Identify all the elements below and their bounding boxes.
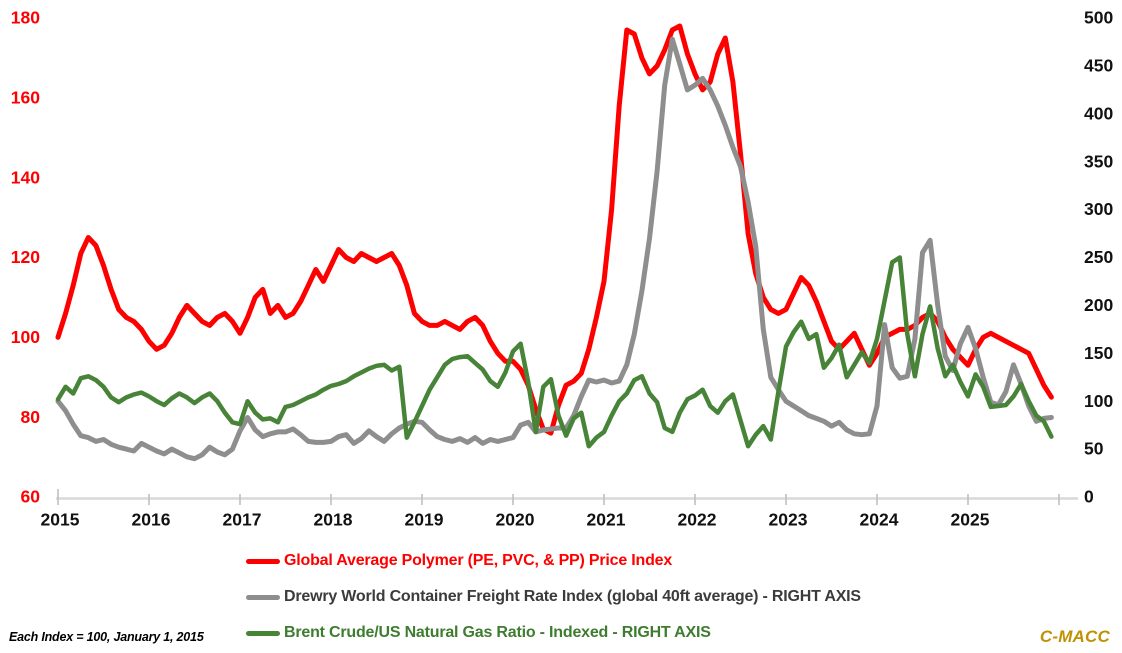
left-axis-tick-label: 180: [11, 8, 40, 28]
legend-label-brent-natgas-ratio: Brent Crude/US Natural Gas Ratio - Index…: [284, 624, 711, 641]
x-axis-tick-label: 2015: [41, 510, 80, 530]
chart-legend: Global Average Polymer (PE, PVC, & PP) P…: [246, 550, 861, 644]
right-axis-tick-label: 50: [1084, 439, 1104, 459]
right-axis-tick-label: 0: [1084, 487, 1094, 507]
left-axis-tick-label: 60: [21, 487, 41, 507]
right-axis-tick-label: 250: [1084, 247, 1113, 267]
right-axis-tick-label: 500: [1084, 8, 1113, 28]
left-axis-tick-label: 100: [11, 327, 40, 347]
right-axis-tick-label: 200: [1084, 295, 1113, 315]
x-axis-tick-label: 2021: [587, 510, 626, 530]
x-axis-tick-label: 2018: [314, 510, 353, 530]
legend-item-polymer-price-index: Global Average Polymer (PE, PVC, & PP) P…: [246, 550, 861, 572]
legend-item-drewry-freight-index: Drewry World Container Freight Rate Inde…: [246, 586, 861, 608]
x-axis-tick-label: 2022: [678, 510, 717, 530]
x-axis-tick-label: 2016: [132, 510, 171, 530]
x-axis-tick-label: 2024: [860, 510, 899, 530]
series-line-polymer-price-index: [55, 23, 1054, 436]
x-axis-tick-label: 2017: [223, 510, 262, 530]
legend-label-drewry-freight-index: Drewry World Container Freight Rate Inde…: [284, 588, 861, 605]
x-axis-tick-label: 2020: [496, 510, 535, 530]
series-line-brent-natgas-ratio: [55, 255, 1054, 449]
right-axis-tick-label: 150: [1084, 343, 1113, 363]
legend-line-swatch-gray: [246, 594, 280, 600]
right-axis-tick-label: 100: [1084, 391, 1113, 411]
legend-line-swatch-green: [246, 630, 280, 636]
right-axis-tick-label: 400: [1084, 103, 1113, 123]
legend-item-brent-natgas-ratio: Brent Crude/US Natural Gas Ratio - Index…: [246, 622, 861, 644]
chart-footnote: Each Index = 100, January 1, 2015: [9, 630, 204, 644]
right-axis-tick-label: 450: [1084, 56, 1113, 76]
legend-label-polymer-price-index: Global Average Polymer (PE, PVC, & PP) P…: [284, 552, 673, 569]
cmacc-watermark: C-MACC: [1039, 627, 1110, 646]
x-axis-tick-label: 2019: [405, 510, 444, 530]
legend-line-swatch-red: [246, 558, 280, 564]
right-axis-tick-label: 350: [1084, 151, 1113, 171]
left-axis-tick-label: 80: [21, 407, 41, 427]
series-line-drewry-freight-index: [55, 36, 1054, 462]
right-axis-tick-label: 300: [1084, 199, 1113, 219]
left-axis-tick-label: 120: [11, 247, 40, 267]
x-axis-tick-label: 2023: [769, 510, 808, 530]
left-axis-tick-label: 140: [11, 167, 40, 187]
left-axis-tick-label: 160: [11, 87, 40, 107]
x-axis-tick-label: 2025: [951, 510, 990, 530]
